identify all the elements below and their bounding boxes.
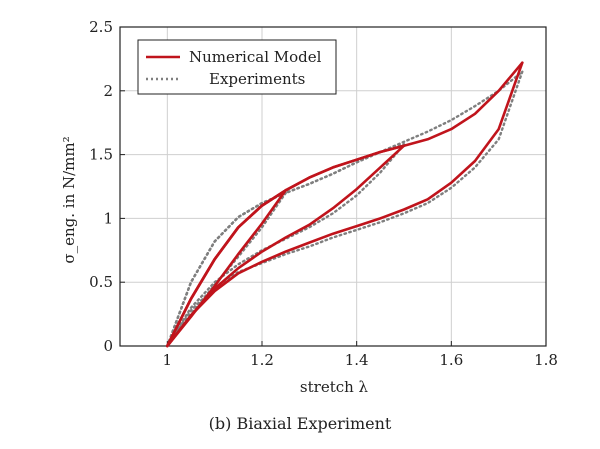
legend-label-numerical-model: Numerical Model [189,48,322,66]
x-axis-ticks: 1 1.2 1.4 1.6 1.8 [163,341,558,369]
y-tick-label: 0 [103,337,113,355]
y-tick-label: 2.5 [89,18,113,36]
y-tick-label: 0.5 [89,273,113,291]
numerical-model-curve [166,144,406,348]
numerical-model-curve [166,61,524,348]
y-tick-label: 1.5 [89,146,113,164]
x-tick-label: 1.8 [534,351,558,369]
legend-label-experiments: Experiments [209,70,305,88]
figure-caption: (b) Biaxial Experiment [209,414,392,433]
legend: Numerical Model Experiments [137,39,337,95]
y-tick-label: 2 [103,82,113,100]
x-tick-label: 1.4 [345,351,369,369]
series-layer [166,61,524,348]
experiments-curve [166,143,406,348]
experiments-curve [166,70,524,348]
plot-frame [119,26,547,347]
x-axis-label: stretch λ [300,378,369,396]
numerical-model-curve [166,61,524,348]
x-tick-label: 1.6 [439,351,463,369]
x-tick-label: 1.2 [250,351,274,369]
experiments-curve [166,70,524,348]
y-axis-label-group: σ_eng. in N/mm² [60,136,78,263]
y-axis-ticks: 0 0.5 1 1.5 2 2.5 [89,18,125,355]
numerical-model-curve [166,144,406,348]
x-tick-label: 1 [163,351,173,369]
legend-box [137,39,337,95]
y-tick-label: 1 [103,209,113,227]
y-axis-label: σ_eng. in N/mm² [60,136,78,263]
experiments-curve [166,143,406,348]
